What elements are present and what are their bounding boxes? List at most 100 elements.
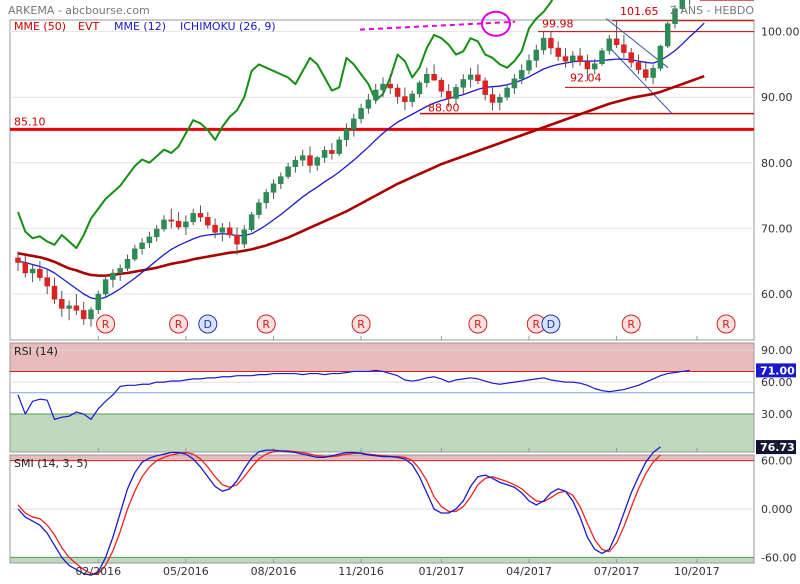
candle-body bbox=[475, 74, 481, 82]
rsi-y-tick-label: 60.00 bbox=[761, 376, 793, 389]
rsi-y-tick-label: 90.00 bbox=[761, 344, 793, 357]
rsi-value-tag-bg bbox=[756, 363, 796, 378]
candle-body bbox=[497, 96, 503, 103]
candle-body bbox=[146, 236, 153, 244]
candle-body bbox=[248, 214, 255, 230]
smi-y-tick-label: 0.000 bbox=[761, 503, 793, 516]
candle-body bbox=[314, 157, 321, 166]
candle-body bbox=[336, 139, 342, 154]
price-y-tick-label: 80.00 bbox=[761, 157, 793, 170]
candle-body bbox=[562, 56, 569, 62]
candle-body bbox=[672, 8, 678, 24]
candle-body bbox=[270, 183, 277, 193]
smi-signal-line bbox=[17, 450, 661, 575]
smi-title: SMI (14, 3, 5) bbox=[14, 457, 88, 470]
candle-body bbox=[402, 96, 408, 103]
candle-body bbox=[44, 277, 50, 287]
candle-body bbox=[183, 221, 189, 228]
candle-body bbox=[212, 224, 218, 233]
candle-body bbox=[321, 150, 328, 158]
event-marker bbox=[96, 314, 116, 334]
candle-body bbox=[643, 69, 649, 78]
candle-body bbox=[73, 305, 80, 311]
candle-body bbox=[15, 257, 21, 263]
rsi-panel-frame bbox=[9, 342, 755, 453]
candle-body bbox=[66, 305, 72, 309]
price-y-tick-label: 60.00 bbox=[761, 288, 793, 301]
candle-body bbox=[219, 227, 226, 233]
smi-y-tick-label: 60.00 bbox=[761, 455, 793, 468]
price-y-tick-label: 70.00 bbox=[761, 222, 793, 235]
x-tick-label: 11/2016 bbox=[338, 565, 384, 578]
chart-period-label: 2 ANS - HEBDO bbox=[670, 4, 754, 17]
candle-body bbox=[365, 99, 372, 109]
legend-item: ICHIMOKU (26, 9) bbox=[180, 20, 276, 33]
ichimoku-line bbox=[17, 0, 554, 250]
x-tick-label: 04/2017 bbox=[506, 565, 552, 578]
candle-body bbox=[460, 79, 467, 88]
candle-body bbox=[424, 73, 430, 84]
candle-body bbox=[358, 108, 364, 120]
candle-body bbox=[679, 0, 686, 9]
candle-body bbox=[263, 192, 269, 204]
candle-body bbox=[453, 87, 459, 99]
price-panel-frame bbox=[9, 19, 755, 341]
event-marker bbox=[468, 314, 488, 334]
candle-body bbox=[102, 279, 109, 295]
rsi-y-tick-label: 0.000 bbox=[761, 440, 793, 453]
event-marker bbox=[256, 314, 276, 334]
event-marker bbox=[169, 314, 189, 334]
rsi-title: RSI (14) bbox=[14, 345, 58, 358]
event-marker-label: R bbox=[722, 318, 730, 331]
candle-body bbox=[307, 155, 313, 166]
candle-body bbox=[416, 82, 423, 95]
chart-source-title: ARKEMA - abcbourse.com bbox=[8, 4, 150, 17]
event-marker-label: D bbox=[547, 318, 555, 331]
candle-body bbox=[489, 94, 496, 103]
candle-body bbox=[168, 219, 175, 222]
event-marker bbox=[351, 314, 371, 334]
candle-body bbox=[190, 213, 196, 223]
candle-body bbox=[387, 83, 394, 89]
x-tick-label: 08/2016 bbox=[251, 565, 297, 578]
candle-body bbox=[197, 213, 204, 218]
x-tick-label: 07/2017 bbox=[594, 565, 640, 578]
candle-body bbox=[372, 89, 379, 101]
mme12-line bbox=[17, 22, 705, 300]
x-tick-label: 05/2016 bbox=[163, 565, 209, 578]
candle-body bbox=[329, 150, 335, 154]
smi-y-tick-label: -60.00 bbox=[761, 551, 796, 564]
candle-body bbox=[29, 268, 36, 274]
event-marker bbox=[198, 314, 218, 334]
support-label: 85.10 bbox=[14, 115, 46, 128]
event-marker-label: R bbox=[627, 318, 635, 331]
level-label-101: 101.65 bbox=[620, 5, 659, 18]
candle-body bbox=[591, 63, 598, 70]
smi-overbought-zone bbox=[10, 455, 754, 461]
background-layer bbox=[9, 19, 755, 564]
legend-item: MME (50) bbox=[14, 20, 66, 33]
candle-body bbox=[59, 298, 65, 309]
event-marker-label: R bbox=[357, 318, 365, 331]
candle-body bbox=[555, 47, 561, 57]
candle-body bbox=[518, 70, 525, 80]
candle-body bbox=[51, 285, 58, 300]
level-label-99: 99.98 bbox=[542, 18, 574, 31]
candle-body bbox=[511, 78, 518, 89]
event-marker-label: R bbox=[175, 318, 183, 331]
candle-body bbox=[88, 309, 94, 320]
legend-item: MME (12) bbox=[114, 20, 166, 33]
rsi-oversold-zone bbox=[10, 414, 754, 452]
candle-body bbox=[394, 87, 401, 97]
candle-body bbox=[635, 62, 642, 70]
candle-body bbox=[234, 234, 240, 245]
event-marker bbox=[716, 314, 736, 334]
candle-body bbox=[526, 60, 532, 71]
breakout-circle bbox=[481, 10, 511, 37]
candle-body bbox=[205, 216, 211, 226]
smi-value-tag-bg bbox=[756, 440, 796, 455]
candle-body bbox=[117, 268, 123, 274]
price-y-tick-label: 90.00 bbox=[761, 91, 793, 104]
level-label-92: 92.04 bbox=[570, 71, 602, 84]
